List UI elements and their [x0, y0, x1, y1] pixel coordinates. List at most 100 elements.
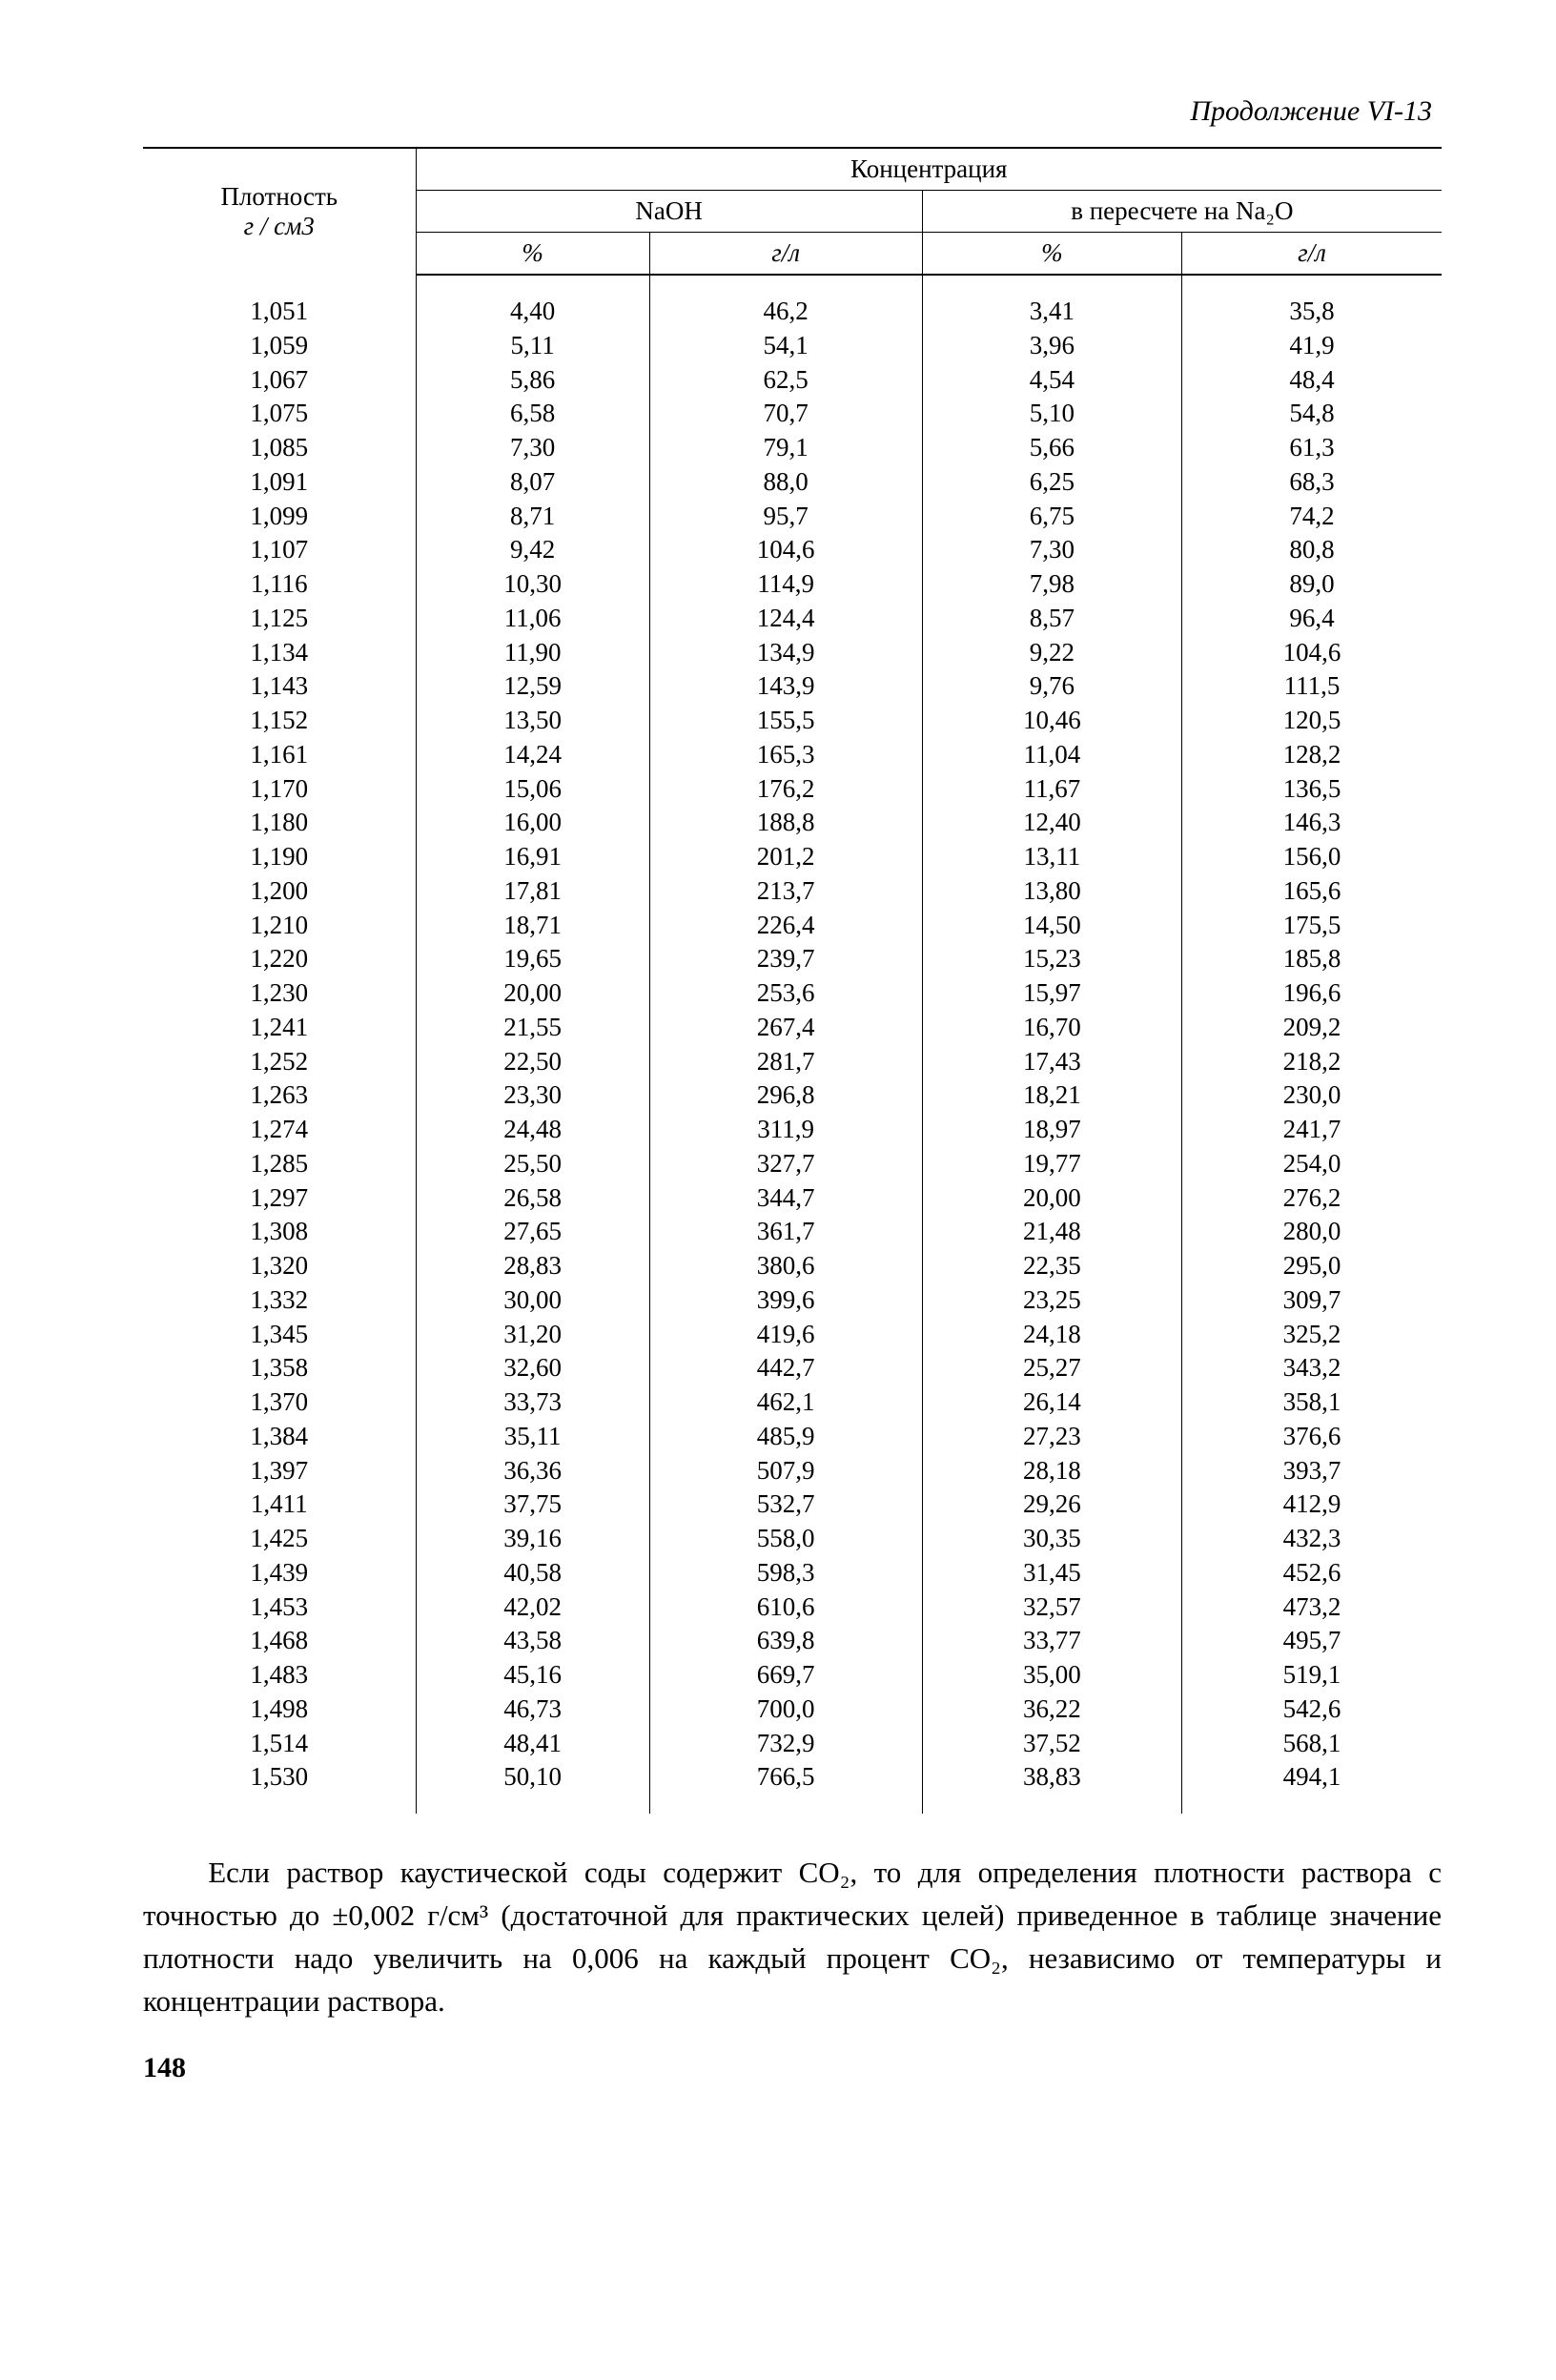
table-cell: 226,4: [649, 909, 922, 943]
table-cell: 218,2: [1182, 1045, 1442, 1079]
table-header: Плотность г / см3 Концентрация NaOH в пе…: [143, 148, 1442, 275]
table-cell: 1,143: [143, 669, 416, 704]
table-cell: 16,00: [416, 806, 649, 840]
table-cell: 568,1: [1182, 1727, 1442, 1761]
table-cell: 27,65: [416, 1215, 649, 1249]
table-cell: 5,86: [416, 363, 649, 398]
table-cell: 1,180: [143, 806, 416, 840]
table-cell: 19,77: [922, 1147, 1181, 1181]
table-cell: 507,9: [649, 1454, 922, 1488]
table-cell: 327,7: [649, 1147, 922, 1181]
table-cell: 14,24: [416, 738, 649, 772]
table-cell: 11,06: [416, 602, 649, 636]
table-cell: 96,4: [1182, 602, 1442, 636]
table-cell: 296,8: [649, 1078, 922, 1113]
table-cell: 399,6: [649, 1283, 922, 1318]
table-cell: 3,41: [922, 295, 1181, 329]
table-row: 1,13411,90134,99,22104,6: [143, 636, 1442, 670]
table-cell: 7,98: [922, 567, 1181, 602]
table-cell: 25,27: [922, 1351, 1181, 1385]
table-cell: 120,5: [1182, 704, 1442, 738]
table-cell: 473,2: [1182, 1590, 1442, 1625]
table-cell: 165,6: [1182, 874, 1442, 909]
table-cell: 39,16: [416, 1522, 649, 1556]
table-cell: 7,30: [416, 431, 649, 465]
table-row: 1,11610,30114,97,9889,0: [143, 567, 1442, 602]
table-row: 1,12511,06124,48,5796,4: [143, 602, 1442, 636]
table-cell: 1,075: [143, 397, 416, 431]
table-cell: 9,22: [922, 636, 1181, 670]
table-cell: 18,21: [922, 1078, 1181, 1113]
table-row: 1,20017,81213,713,80165,6: [143, 874, 1442, 909]
table-cell: 1,297: [143, 1181, 416, 1216]
table-cell: 343,2: [1182, 1351, 1442, 1385]
table-cell: 1,384: [143, 1420, 416, 1454]
table-cell: 32,57: [922, 1590, 1181, 1625]
table-spacer: [143, 1795, 1442, 1814]
table-row: 1,23020,00253,615,97196,6: [143, 976, 1442, 1011]
table-cell: 1,453: [143, 1590, 416, 1625]
table-row: 1,17015,06176,211,67136,5: [143, 772, 1442, 807]
table-cell: 124,4: [649, 602, 922, 636]
table-cell: 25,50: [416, 1147, 649, 1181]
table-cell: 46,73: [416, 1693, 649, 1727]
table-cell: 12,59: [416, 669, 649, 704]
table-cell: 175,5: [1182, 909, 1442, 943]
table-cell: 54,1: [649, 329, 922, 363]
table-cell: 6,75: [922, 500, 1181, 534]
table-cell: 11,04: [922, 738, 1181, 772]
table-cell: 1,397: [143, 1454, 416, 1488]
table-cell: 1,263: [143, 1078, 416, 1113]
table-row: 1,21018,71226,414,50175,5: [143, 909, 1442, 943]
table-cell: 1,308: [143, 1215, 416, 1249]
col-na2o-percent-unit: %: [922, 233, 1181, 276]
table-cell: 1,161: [143, 738, 416, 772]
density-label: Плотность: [220, 182, 338, 211]
table-cell: 95,7: [649, 500, 922, 534]
table-cell: 325,2: [1182, 1318, 1442, 1352]
table-cell: 598,3: [649, 1556, 922, 1590]
table-row: 1,19016,91201,213,11156,0: [143, 840, 1442, 874]
col-naoh-header: NaOH: [416, 191, 922, 233]
table-cell: 4,40: [416, 295, 649, 329]
table-cell: 9,76: [922, 669, 1181, 704]
table-cell: 111,5: [1182, 669, 1442, 704]
table-cell: 8,71: [416, 500, 649, 534]
table-cell: 24,48: [416, 1113, 649, 1147]
table-cell: 1,345: [143, 1318, 416, 1352]
table-cell: 8,57: [922, 602, 1181, 636]
table-cell: 30,00: [416, 1283, 649, 1318]
table-cell: 28,18: [922, 1454, 1181, 1488]
table-cell: 209,2: [1182, 1011, 1442, 1045]
table-cell: 165,3: [649, 738, 922, 772]
table-cell: 104,6: [1182, 636, 1442, 670]
table-cell: 62,5: [649, 363, 922, 398]
table-row: 1,22019,65239,715,23185,8: [143, 942, 1442, 976]
table-cell: 40,58: [416, 1556, 649, 1590]
table-cell: 253,6: [649, 976, 922, 1011]
table-row: 1,39736,36507,928,18393,7: [143, 1454, 1442, 1488]
table-cell: 1,152: [143, 704, 416, 738]
table-cell: 10,30: [416, 567, 649, 602]
table-cell: 442,7: [649, 1351, 922, 1385]
table-row: 1,18016,00188,812,40146,3: [143, 806, 1442, 840]
table-cell: 61,3: [1182, 431, 1442, 465]
table-cell: 23,25: [922, 1283, 1181, 1318]
table-row: 1,45342,02610,632,57473,2: [143, 1590, 1442, 1625]
table-cell: 495,7: [1182, 1624, 1442, 1658]
table-cell: 45,16: [416, 1658, 649, 1693]
table-cell: 1,091: [143, 465, 416, 500]
table-cell: 5,10: [922, 397, 1181, 431]
table-cell: 21,48: [922, 1215, 1181, 1249]
table-cell: 241,7: [1182, 1113, 1442, 1147]
table-cell: 7,30: [922, 533, 1181, 567]
table-row: 1,27424,48311,918,97241,7: [143, 1113, 1442, 1147]
table-cell: 50,10: [416, 1760, 649, 1795]
table-row: 1,29726,58344,720,00276,2: [143, 1181, 1442, 1216]
table-cell: 11,67: [922, 772, 1181, 807]
table-row: 1,48345,16669,735,00519,1: [143, 1658, 1442, 1693]
table-cell: 1,498: [143, 1693, 416, 1727]
table-cell: 17,81: [416, 874, 649, 909]
table-cell: 1,241: [143, 1011, 416, 1045]
table-row: 1,38435,11485,927,23376,6: [143, 1420, 1442, 1454]
